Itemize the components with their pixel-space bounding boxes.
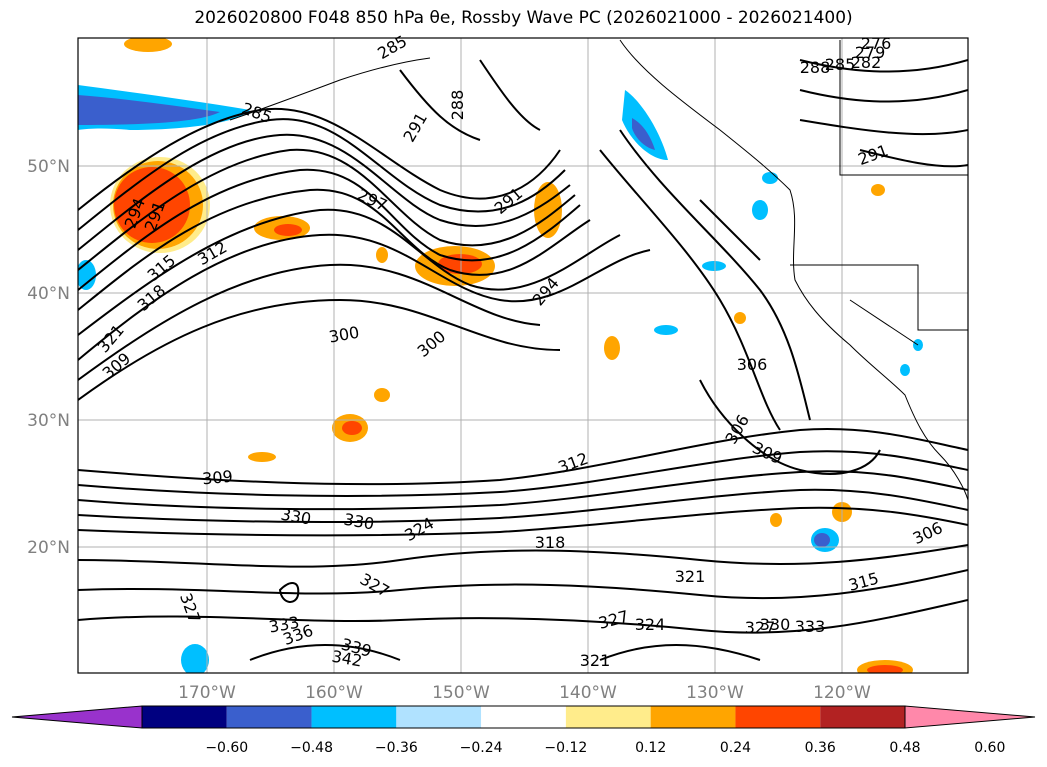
longitude-axis: 170°W 160°W 150°W 140°W 130°W 120°W <box>178 683 871 703</box>
lat-label: 30°N <box>27 411 70 431</box>
colorbar-segment <box>481 706 566 728</box>
colorbar-extend-low <box>11 705 143 729</box>
colorbar-segment <box>735 706 821 728</box>
contour-label: 327 <box>745 618 776 637</box>
colorbar-tick-label: −0.24 <box>460 740 503 756</box>
graticule <box>78 38 968 673</box>
shading-layer <box>78 38 923 673</box>
contour-label: 324 <box>635 615 666 634</box>
colorbar-tick-label: 0.48 <box>889 740 920 756</box>
colorbar-tick-label: 0.36 <box>805 740 836 756</box>
contour-label: 330 <box>760 615 791 634</box>
lat-label: 20°N <box>27 538 70 558</box>
colorbar-segment <box>142 706 227 728</box>
colorbar-segment <box>650 706 736 728</box>
contour-label: 276 <box>861 34 892 53</box>
colorbar-tick-label: −0.36 <box>375 740 418 756</box>
colorbar-segment <box>565 706 651 728</box>
contour-label: 318 <box>535 533 566 552</box>
lon-label: 150°W <box>432 683 490 703</box>
colorbar-segment <box>396 706 482 728</box>
contour-label: 288 <box>448 90 467 121</box>
contour-label: 321 <box>580 651 611 670</box>
lon-label: 170°W <box>178 683 236 703</box>
lon-label: 130°W <box>686 683 744 703</box>
colorbar-tick-label: 0.24 <box>720 740 751 756</box>
colorbar-segment <box>820 706 905 728</box>
lat-label: 50°N <box>27 157 70 177</box>
lat-label: 40°N <box>27 284 70 304</box>
colorbar-tick-label: 0.60 <box>974 740 1005 756</box>
colorbar-segment <box>311 706 397 728</box>
theta-e-contours <box>78 59 968 661</box>
colorbar-segment <box>226 706 312 728</box>
contour-label: 321 <box>675 567 706 586</box>
colorbar-tick-label: −0.48 <box>290 740 333 756</box>
lon-label: 160°W <box>305 683 363 703</box>
colorbar: −0.60 −0.48 −0.36 −0.24 −0.12 0.12 0.24 0.36 0.4… <box>11 705 1036 756</box>
latitude-axis: 50°N 40°N 30°N 20°N <box>27 157 70 558</box>
contour-label: 288 <box>800 58 831 77</box>
map-frame <box>77 37 969 674</box>
colorbar-tick-label: 0.12 <box>635 740 666 756</box>
contour-label: 309 <box>201 467 233 489</box>
lon-label: 120°W <box>813 683 871 703</box>
map-area <box>78 38 968 673</box>
contour-label: 285 <box>825 55 856 74</box>
contour-label: 306 <box>737 355 768 374</box>
colorbar-tick-label: −0.12 <box>544 740 587 756</box>
contour-label: 282 <box>851 53 882 72</box>
plot-title: 2026020800 F048 850 hPa θe, Rossby Wave … <box>194 8 853 28</box>
contour-label: 333 <box>795 617 826 636</box>
colorbar-extend-high <box>904 705 1036 729</box>
colorbar-outline <box>141 705 906 729</box>
contour-label: 279 <box>855 43 886 62</box>
lon-label: 140°W <box>559 683 617 703</box>
colorbar-tick-label: −0.60 <box>205 740 248 756</box>
